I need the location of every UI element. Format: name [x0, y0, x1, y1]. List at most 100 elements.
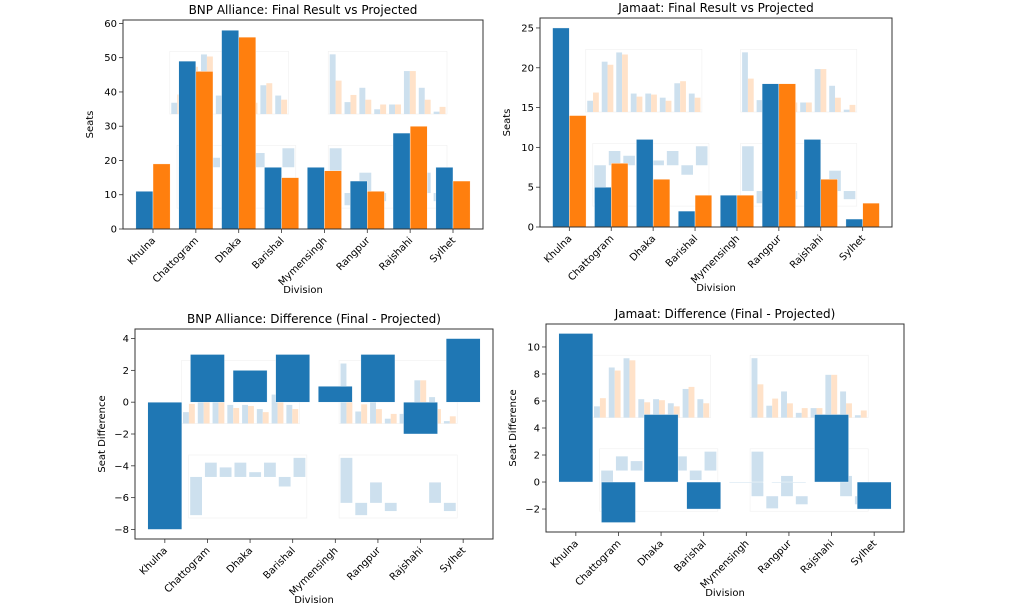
ghost-bar	[271, 394, 278, 424]
ghost-bar	[688, 93, 695, 113]
x-tick-label: Barishal	[250, 235, 286, 271]
ghost-bar	[403, 71, 410, 115]
y-tick-label: 8	[534, 369, 540, 380]
bar-difference-sylhet	[856, 481, 892, 510]
ghost-bar	[599, 398, 606, 418]
x-tick-label: Barishal	[664, 233, 700, 269]
ghost-bar	[673, 406, 680, 418]
bar-final-sylhet	[845, 218, 863, 228]
ghost-bar	[751, 358, 758, 418]
ghost-bar	[795, 412, 802, 418]
ghost-bar	[689, 470, 702, 480]
ghost-bar	[409, 71, 416, 115]
ghost-bar	[607, 64, 614, 113]
ghost-bar	[781, 391, 787, 418]
ghost-bar	[675, 456, 687, 471]
y-tick-label: −8	[114, 525, 129, 536]
bar-final-rajshahi	[803, 139, 821, 228]
bar-projected-rangpur	[367, 191, 385, 230]
ghost-bar	[275, 95, 282, 115]
ghost-bar	[188, 403, 195, 424]
bar-projected-khulna	[152, 163, 171, 230]
ghost-bar	[252, 153, 265, 168]
ghost-bar	[390, 413, 397, 424]
y-tick-label: 4	[534, 424, 540, 435]
ghost-bar	[659, 97, 666, 113]
ghost-bar	[638, 399, 645, 418]
x-tick-label: Rajshahi	[799, 538, 837, 576]
y-tick-label: 20	[521, 63, 534, 74]
bar-difference-chattogram	[601, 481, 636, 523]
ghost-bar	[429, 482, 441, 503]
ghost-bar	[204, 462, 217, 477]
y-tick-label: 2	[534, 451, 540, 462]
bar-projected-mymensingh	[736, 194, 754, 228]
ghost-frame	[338, 454, 458, 519]
x-axis-label: Division	[294, 595, 334, 606]
x-tick-label: Rangpur	[345, 545, 383, 583]
y-tick-label: 10	[104, 190, 117, 201]
ghost-bar	[346, 389, 353, 424]
bar-final-khulna	[135, 191, 154, 230]
bar-final-rangpur	[349, 180, 368, 230]
ghost-bar	[262, 412, 269, 424]
y-tick-label: −2	[525, 505, 540, 516]
y-tick-label: −4	[114, 461, 129, 472]
bar-projected-rangpur	[778, 83, 796, 228]
ghost-bar	[854, 415, 861, 418]
bar-projected-chattogram	[611, 163, 629, 228]
ghost-bar	[742, 52, 748, 113]
ghost-bar	[355, 411, 362, 424]
ghost-bar	[781, 475, 793, 497]
ghost-bar	[630, 93, 637, 113]
ghost-bar	[329, 54, 336, 115]
ghost-bar	[695, 146, 708, 166]
ghost-bar	[414, 380, 421, 424]
x-tick-label: Chattogram	[151, 235, 201, 285]
bar-final-sylhet	[435, 167, 454, 230]
bar-difference-mymensingh	[729, 481, 764, 483]
ghost-bar	[840, 391, 847, 418]
ghost-bar	[608, 151, 621, 166]
ghost-bar	[751, 451, 764, 497]
bar-difference-barishal	[686, 481, 721, 510]
ghost-bar	[449, 416, 456, 424]
bar-difference-mymensingh	[318, 386, 353, 403]
ghost-bar	[215, 95, 222, 115]
ghost-bar	[814, 69, 821, 113]
x-tick-label: Barishal	[262, 545, 298, 581]
y-tick-label: 2	[123, 366, 129, 377]
ghost-bar	[697, 399, 704, 418]
ghost-bar	[418, 87, 425, 115]
bar-final-rajshahi	[392, 132, 411, 230]
axes-frame	[122, 19, 484, 230]
ghost-bar	[835, 97, 841, 113]
ghost-bar	[795, 496, 808, 505]
ghost-bar	[652, 160, 664, 166]
y-tick-label: 20	[104, 156, 117, 167]
ghost-bar	[384, 502, 397, 512]
ghost-bar	[424, 99, 431, 115]
bar-final-chattogram	[178, 60, 197, 230]
bar-projected-khulna	[569, 115, 587, 228]
x-tick-label: Khulna	[542, 233, 574, 265]
x-tick-label: Dhaka	[628, 233, 658, 263]
x-axis-label: Division	[705, 588, 745, 599]
x-tick-label: Dhaka	[213, 235, 243, 265]
bar-difference-khulna	[558, 333, 594, 483]
ghost-bar	[630, 461, 643, 471]
ghost-bar	[644, 402, 651, 418]
ghost-bar	[747, 78, 754, 113]
x-tick-label: Rajshahi	[788, 233, 826, 271]
ghost-bar	[190, 476, 202, 516]
ghost-bar	[860, 410, 867, 418]
bar-difference-chattogram	[190, 354, 225, 403]
y-tick-label: 5	[528, 183, 534, 194]
bar-projected-rajshahi	[820, 179, 838, 228]
x-tick-label: Rajshahi	[388, 545, 426, 583]
ghost-bar	[286, 404, 293, 424]
x-tick-label: Sylhet	[428, 235, 458, 265]
